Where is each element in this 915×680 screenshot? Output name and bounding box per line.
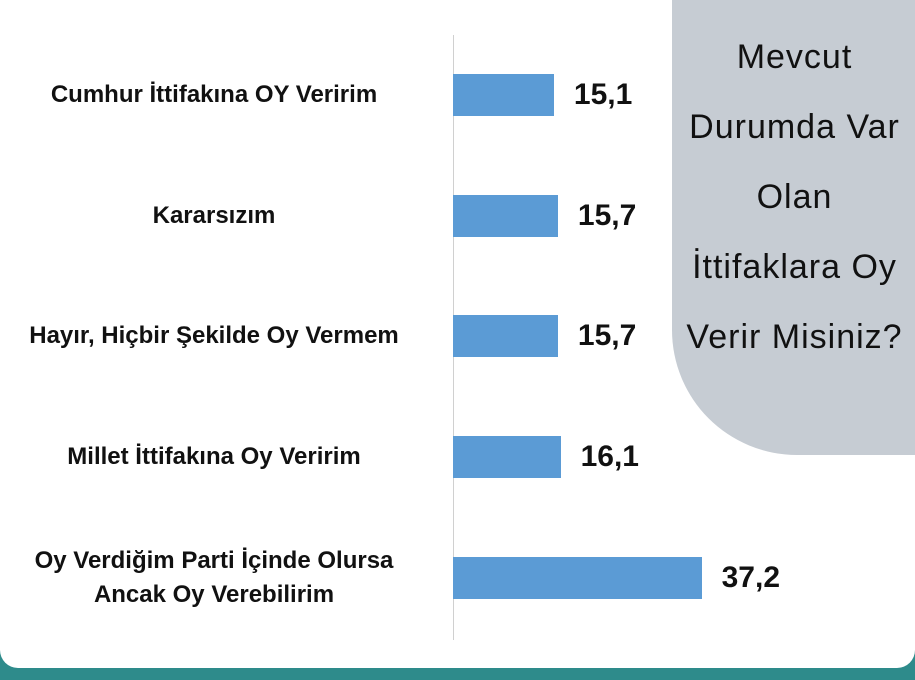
data-label: 16,1 xyxy=(580,440,639,474)
category-label: Hayır, Hiçbir Şekilde Oy Vermem xyxy=(29,322,399,350)
bar xyxy=(453,315,558,358)
category-label: Oy Verdiğim Parti İçinde Olursa Ancak Oy… xyxy=(34,546,394,608)
title-box: Mevcut Durumda Var Olan İttifaklara Oy V… xyxy=(672,0,915,455)
category-label: Cumhur İttifakına OY Veririm xyxy=(50,81,378,108)
bar xyxy=(453,194,558,237)
data-label: 37,2 xyxy=(721,560,780,594)
bar xyxy=(453,436,561,479)
data-label: 15,7 xyxy=(577,198,637,232)
data-label: 15,7 xyxy=(577,319,637,353)
category-label: Millet İttifakına Oy Veririm xyxy=(67,443,361,471)
chart-title: Mevcut Durumda Var Olan İttifaklara Oy V… xyxy=(686,38,903,356)
data-label: 15,1 xyxy=(573,78,633,111)
bar xyxy=(453,74,554,116)
category-label: Kararsızım xyxy=(152,201,276,229)
bar xyxy=(453,556,702,599)
